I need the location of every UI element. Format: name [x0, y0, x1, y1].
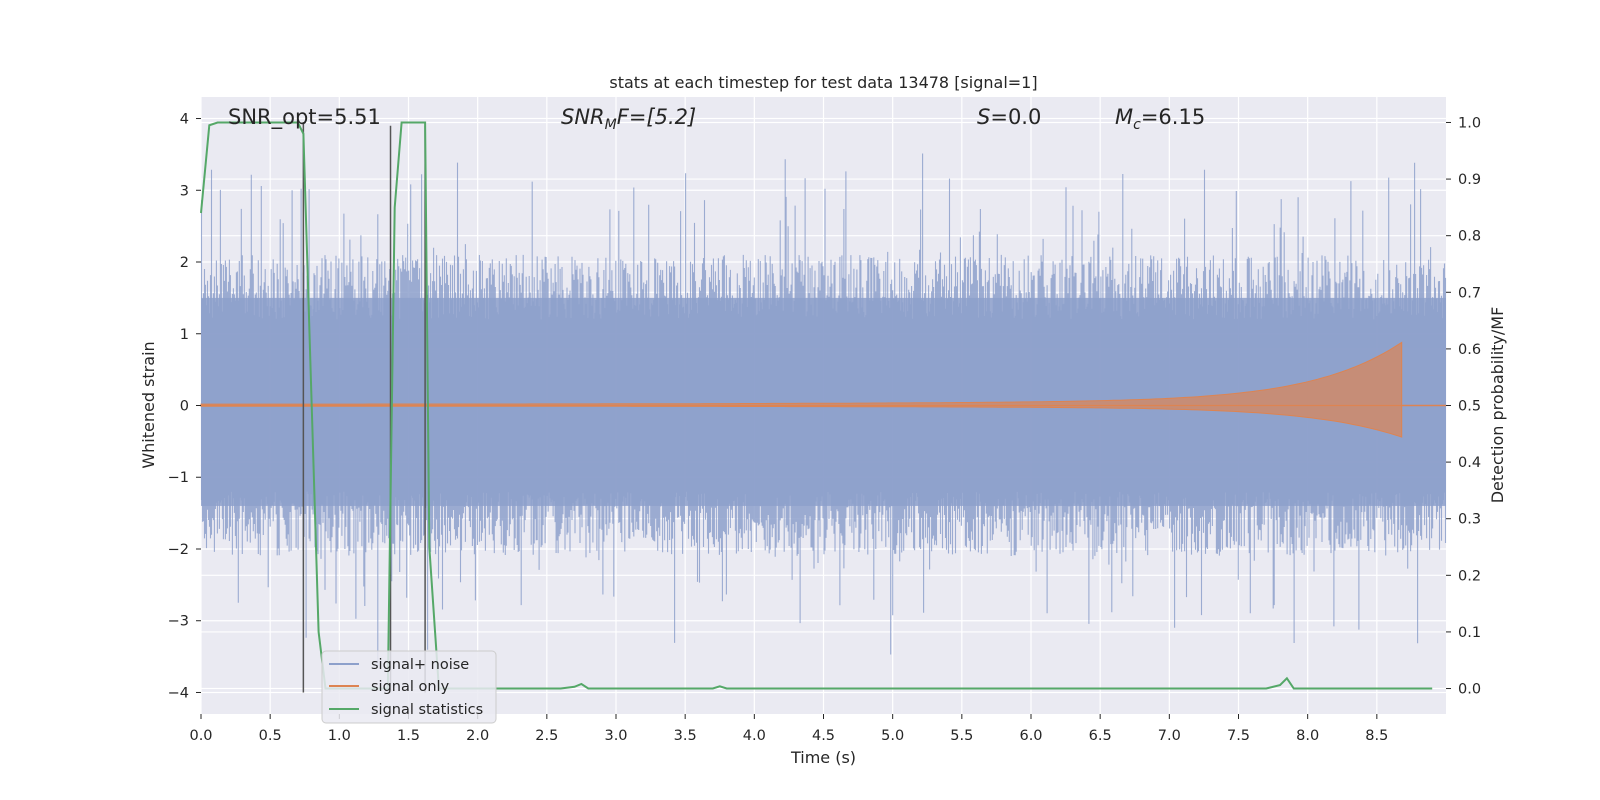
signal-only-series	[200, 341, 1446, 438]
y-right-tick-label: 0.5	[1458, 399, 1481, 415]
y-right-tick-label: 0.9	[1458, 172, 1481, 188]
y-right-tick-label: 0.4	[1458, 455, 1481, 471]
x-tick-label: 7.0	[1158, 728, 1181, 744]
y-right-tick-label: 0.2	[1458, 568, 1481, 584]
annotation-mc-value: =6.15	[1141, 105, 1205, 129]
annotation-snr-mf-var: SNR	[561, 105, 605, 129]
x-tick-label: 2.0	[466, 728, 489, 744]
y-right-tick-label: 0.7	[1458, 285, 1481, 301]
chart-title: stats at each timestep for test data 134…	[609, 73, 1037, 92]
signal-statistics-series	[200, 121, 1433, 690]
y-left-axis-ticks: 4 3 2 1 0 −1 −2 −3 −4	[168, 112, 201, 701]
x-tick-label: 5.0	[881, 728, 904, 744]
x-tick-label: 1.5	[397, 728, 420, 744]
annotation-s-var: S	[977, 105, 990, 129]
legend-label-signal-noise: signal+ noise	[371, 657, 469, 673]
y-left-tick-label: −1	[168, 470, 189, 486]
annotation-snr-mf-tail: F=[5.2]	[617, 105, 696, 129]
y-right-axis-label: Detection probability/MF	[1488, 307, 1507, 504]
x-tick-label: 4.5	[812, 728, 835, 744]
y-right-tick-label: 0.8	[1458, 229, 1481, 245]
annotation-mc-sub: c	[1133, 117, 1141, 133]
y-right-axis-ticks: 1.0 0.9 0.8 0.7 0.6 0.5 0.4 0.3 0.2 0.1 0.0	[1446, 115, 1481, 698]
signal-statistics-line	[200, 121, 1433, 690]
x-tick-label: 2.5	[535, 728, 558, 744]
annotation-mc-var: M	[1115, 105, 1133, 129]
y-left-tick-label: −3	[168, 614, 189, 630]
annotation-snr-mf: SNRMF=[5.2]	[561, 105, 696, 133]
x-tick-label: 0.0	[189, 728, 212, 744]
annotation-mc: Mc=6.15	[1115, 105, 1205, 133]
x-tick-label: 5.5	[950, 728, 973, 744]
x-tick-label: 6.5	[1089, 728, 1112, 744]
y-left-tick-label: 3	[180, 183, 189, 199]
y-right-tick-label: 0.0	[1458, 682, 1481, 698]
y-left-tick-label: 2	[180, 255, 189, 271]
x-axis-ticks: 0.0 0.5 1.0 1.5 2.0 2.5 3.0 3.5 4.0 4.5 5.0 5.5 6.0 6…	[189, 714, 1388, 744]
x-tick-label: 7.5	[1227, 728, 1250, 744]
x-tick-label: 8.5	[1365, 728, 1388, 744]
y-left-tick-label: −2	[168, 542, 189, 558]
x-tick-label: 0.5	[259, 728, 282, 744]
annotation-snr-mf-sub: M	[605, 117, 617, 133]
x-tick-label: 3.0	[604, 728, 627, 744]
legend-box	[321, 650, 497, 724]
y-left-tick-label: −4	[168, 685, 189, 701]
legend: signal+ noise signal only signal statist…	[321, 650, 497, 724]
annotation-s: S=0.0	[977, 105, 1041, 129]
y-right-tick-label: 0.3	[1458, 512, 1481, 528]
x-axis-label: Time (s)	[790, 748, 856, 767]
x-tick-label: 4.0	[743, 728, 766, 744]
y-right-tick-label: 0.6	[1458, 342, 1481, 358]
x-tick-label: 3.5	[674, 728, 697, 744]
legend-label-signal-only: signal only	[371, 679, 450, 695]
y-left-axis-label: Whitened strain	[139, 341, 158, 468]
y-right-tick-label: 0.1	[1458, 625, 1481, 641]
y-left-tick-label: 4	[180, 112, 189, 128]
x-tick-label: 8.0	[1296, 728, 1319, 744]
annotation-snr-opt: SNR_opt=5.51	[228, 105, 381, 130]
signal-only-envelope	[200, 341, 1403, 438]
y-left-tick-label: 0	[180, 399, 189, 415]
y-left-tick-label: 1	[180, 327, 189, 343]
annotation-s-value: =0.0	[990, 105, 1041, 129]
x-tick-label: 1.0	[328, 728, 351, 744]
x-tick-label: 6.0	[1019, 728, 1042, 744]
legend-label-signal-statistics: signal statistics	[371, 702, 483, 718]
y-right-tick-label: 1.0	[1458, 115, 1481, 131]
